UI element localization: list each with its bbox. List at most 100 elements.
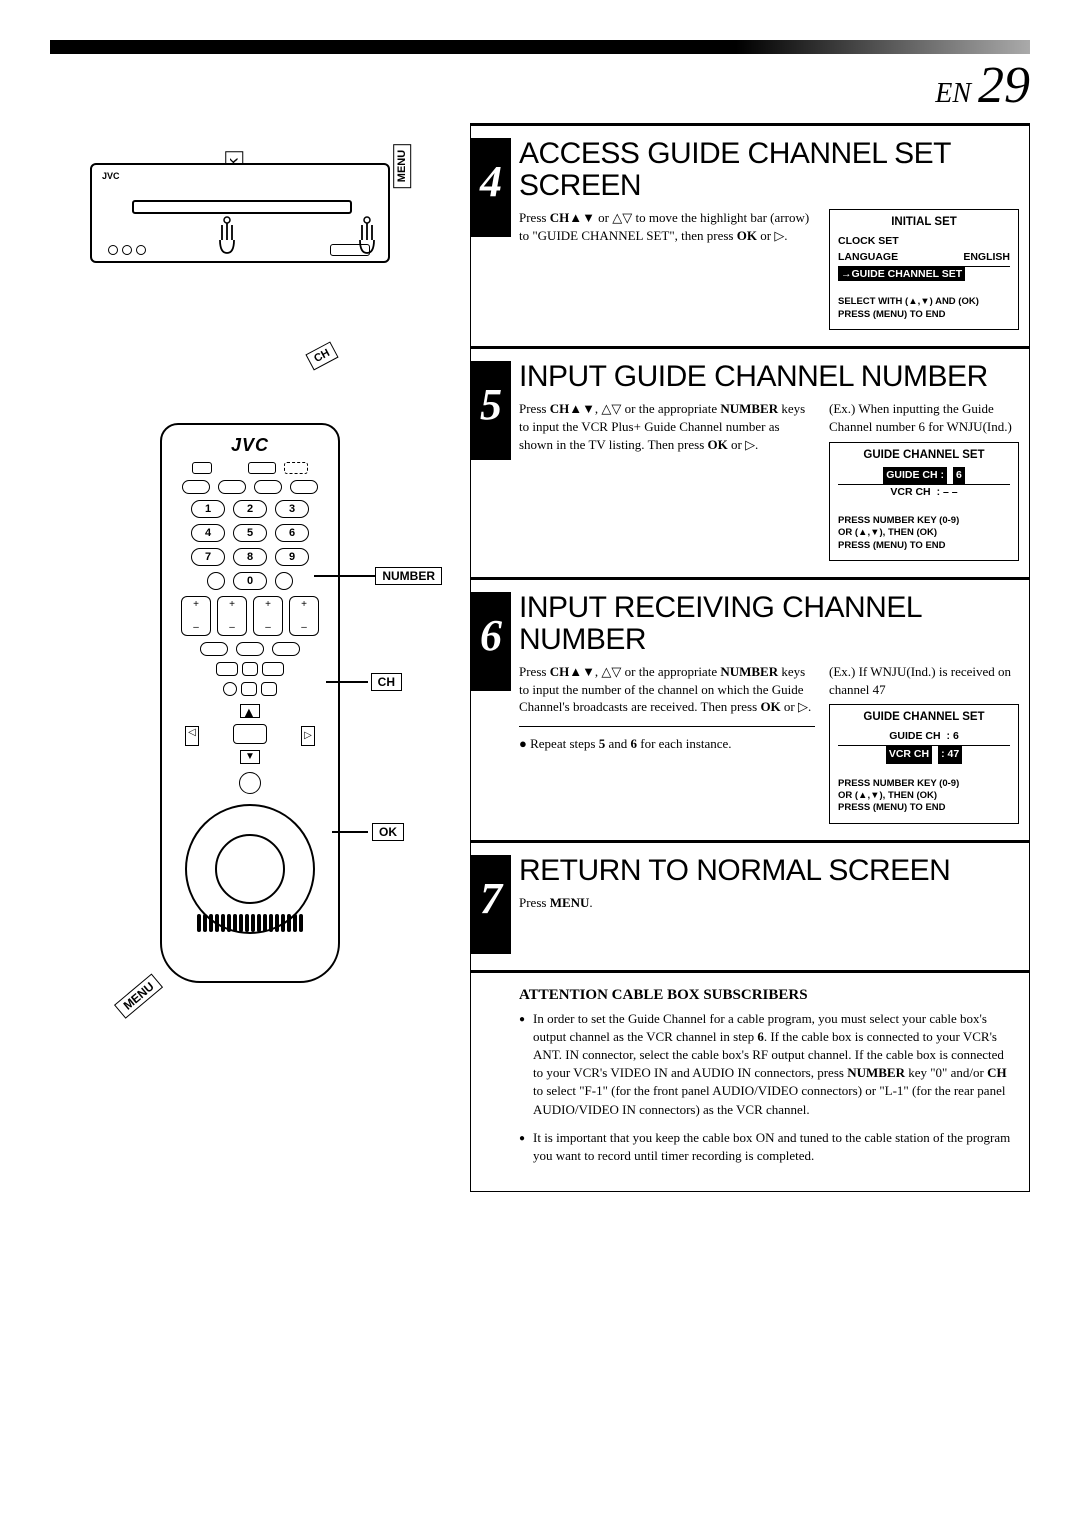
step-6-example: (Ex.) If WNJU(Ind.) is received on chann… xyxy=(829,663,1019,698)
osd-line-hl: →GUIDE CHANNEL SET xyxy=(838,267,1010,283)
osd-title: INITIAL SET xyxy=(838,216,1010,228)
callout-ok: OK xyxy=(372,823,404,841)
remote-rew xyxy=(216,662,238,676)
attention-box: ATTENTION CABLE BOX SUBSCRIBERS In order… xyxy=(471,970,1029,1192)
remote-btn xyxy=(275,572,293,590)
attention-heading: ATTENTION CABLE BOX SUBSCRIBERS xyxy=(519,987,1017,1004)
remote-num-5: 5 xyxy=(233,524,267,542)
remote-illustration: JVC 123 456 789 0 ▲ ▼ ◁ ▷ xyxy=(150,423,350,1023)
remote-num-7: 7 xyxy=(191,548,225,566)
dpad-down: ▼ xyxy=(240,750,260,764)
step-7-text: Press MENU. xyxy=(519,894,1019,912)
spacer xyxy=(220,462,240,474)
step-6-right: (Ex.) If WNJU(Ind.) is received on chann… xyxy=(829,663,1019,824)
hand-icon xyxy=(212,215,242,255)
remote-ff xyxy=(262,662,284,676)
step-4-text: Press CH▲▼ or △▽ to move the highlight b… xyxy=(519,209,815,330)
osd-guide-5: GUIDE CHANNEL SET GUIDE CH :6 VCR CH: – … xyxy=(829,442,1019,562)
vcr-menu-label: MENU xyxy=(393,144,411,188)
osd-foot: PRESS NUMBER KEY (0-9) OR (▲,▼), THEN (O… xyxy=(838,515,1010,552)
vcr-brand: JVC xyxy=(102,171,120,181)
remote-btn xyxy=(223,682,237,696)
remote-small-btn xyxy=(248,462,276,474)
remote-btn xyxy=(254,480,282,494)
step-7-title: RETURN TO NORMAL SCREEN xyxy=(519,855,1019,887)
remote-btn xyxy=(207,572,225,590)
step-6-num: 6 xyxy=(471,592,511,691)
callout-line xyxy=(326,681,368,683)
illustrations-column: OK MENU JVC CH JVC 123 xyxy=(50,123,450,1192)
osd-line: VCR CH: – – xyxy=(838,485,1010,501)
remote-btn xyxy=(218,480,246,494)
step-6-left: Press CH▲▼, △▽ or the appropriate NUMBER… xyxy=(519,663,815,824)
remote-rocker xyxy=(181,596,211,636)
callout-line xyxy=(314,575,376,577)
step-5-text: Press CH▲▼, △▽ or the appropriate NUMBER… xyxy=(519,400,815,561)
remote-small-btn xyxy=(192,462,212,474)
hand-icon xyxy=(352,215,382,255)
osd-foot: PRESS NUMBER KEY (0-9) OR (▲,▼), THEN (O… xyxy=(838,778,1010,815)
remote-jog-inner xyxy=(215,834,285,904)
step-5-right: (Ex.) When inputting the Guide Channel n… xyxy=(829,400,1019,561)
steps-column: 4 ACCESS GUIDE CHANNEL SET SCREEN Press … xyxy=(470,123,1030,1192)
osd-title: GUIDE CHANNEL SET xyxy=(838,449,1010,461)
page-prefix: EN xyxy=(935,78,971,109)
step-4: 4 ACCESS GUIDE CHANNEL SET SCREEN Press … xyxy=(471,126,1029,346)
vcr-body: JVC xyxy=(90,163,390,263)
jog-ridges xyxy=(197,914,303,934)
osd-title: GUIDE CHANNEL SET xyxy=(838,711,1010,723)
attention-list: In order to set the Guide Channel for a … xyxy=(519,1010,1017,1166)
callout-menu: MENU xyxy=(114,973,163,1019)
step-5: 5 INPUT GUIDE CHANNEL NUMBER Press CH▲▼,… xyxy=(471,346,1029,577)
remote-pause xyxy=(261,682,277,696)
remote-btn xyxy=(236,642,264,656)
vcr-ch-label: CH xyxy=(305,342,338,371)
remote-rocker xyxy=(253,596,283,636)
osd-line: CLOCK SET xyxy=(838,234,1010,250)
remote-brand: JVC xyxy=(162,435,338,456)
page-number: EN 29 xyxy=(50,56,1030,115)
step-7: 7 RETURN TO NORMAL SCREEN Press MENU. xyxy=(471,840,1029,970)
header-gradient-bar xyxy=(50,40,1030,54)
dpad-left: ◁ xyxy=(185,726,199,746)
vcr-illustration: OK MENU JVC CH xyxy=(80,163,420,363)
dpad-center xyxy=(233,724,267,744)
attention-item-1: In order to set the Guide Channel for a … xyxy=(519,1010,1017,1119)
remote-rocker xyxy=(217,596,247,636)
remote-num-2: 2 xyxy=(233,500,267,518)
remote-btn xyxy=(200,642,228,656)
attention-item-2: It is important that you keep the cable … xyxy=(519,1129,1017,1165)
remote-btn xyxy=(182,480,210,494)
callout-line xyxy=(332,831,368,833)
remote-btn xyxy=(290,480,318,494)
step-4-num: 4 xyxy=(471,138,511,237)
remote-num-3: 3 xyxy=(275,500,309,518)
remote-rocker-ch xyxy=(289,596,319,636)
remote-play xyxy=(242,662,258,676)
osd-foot: SELECT WITH (▲,▼) AND (OK) PRESS (MENU) … xyxy=(838,296,1010,321)
remote-dpad: ▲ ▼ ◁ ▷ xyxy=(185,704,315,764)
remote-num-8: 8 xyxy=(233,548,267,566)
osd-line: LANGUAGEENGLISH xyxy=(838,250,1010,267)
remote-num-4: 4 xyxy=(191,524,225,542)
osd-line-hl: VCR CH: 47 xyxy=(838,746,1010,764)
osd-line: GUIDE CH: 6 xyxy=(838,729,1010,746)
osd-initial-set: INITIAL SET CLOCK SET LANGUAGEENGLISH →G… xyxy=(829,209,1019,330)
step-6: 6 INPUT RECEIVING CHANNEL NUMBER Press C… xyxy=(471,577,1029,840)
remote-stop xyxy=(241,682,257,696)
step-5-example: (Ex.) When inputting the Guide Channel n… xyxy=(829,400,1019,435)
dpad-right: ▷ xyxy=(301,726,315,746)
remote-num-9: 9 xyxy=(275,548,309,566)
remote-btn xyxy=(239,772,261,794)
callout-number: NUMBER xyxy=(375,567,442,585)
remote-btn xyxy=(272,642,300,656)
step-6-title: INPUT RECEIVING CHANNEL NUMBER xyxy=(519,592,1019,655)
vcr-front-btn xyxy=(122,245,132,255)
step-5-num: 5 xyxy=(471,361,511,460)
remote-num-1: 1 xyxy=(191,500,225,518)
step-4-title: ACCESS GUIDE CHANNEL SET SCREEN xyxy=(519,138,1019,201)
step-5-title: INPUT GUIDE CHANNEL NUMBER xyxy=(519,361,1019,393)
osd-guide-6: GUIDE CHANNEL SET GUIDE CH: 6 VCR CH: 47… xyxy=(829,704,1019,824)
osd-line-hl: GUIDE CH :6 xyxy=(838,467,1010,486)
remote-num-6: 6 xyxy=(275,524,309,542)
